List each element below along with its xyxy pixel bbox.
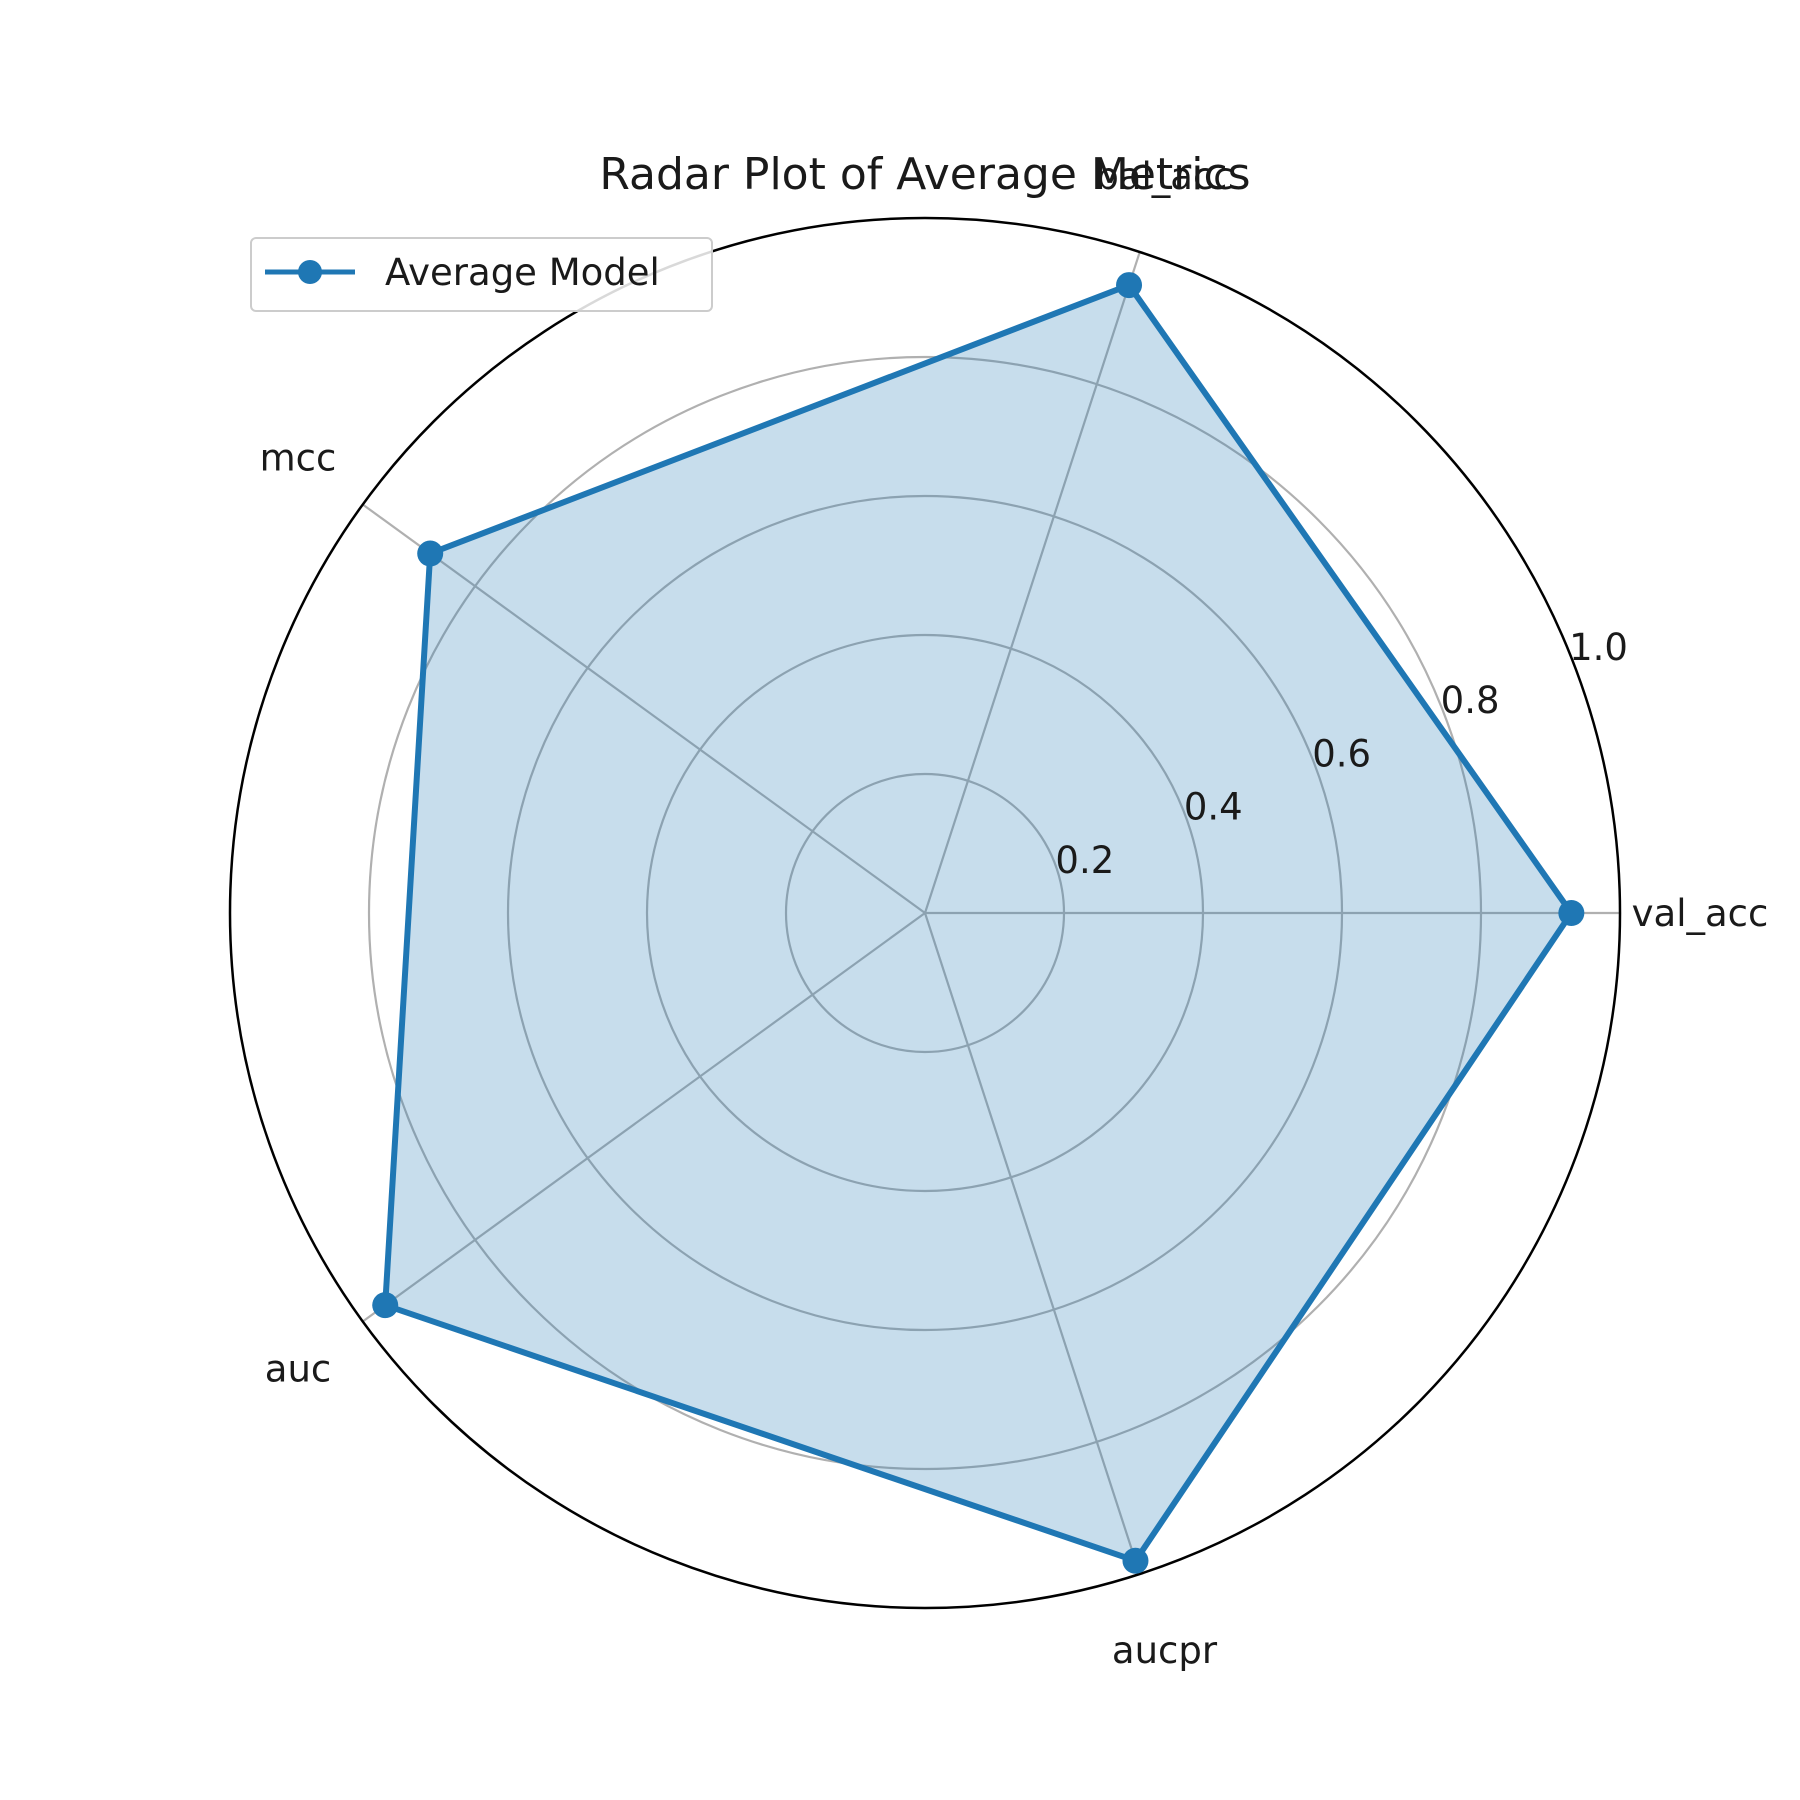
category-label-mcc: mcc <box>260 436 337 479</box>
r-tick-label-0: 0.2 <box>1055 839 1114 882</box>
polar-frame <box>228 216 1622 1610</box>
grid-spoke-bal_acc <box>923 251 1141 914</box>
category-label-val_acc: val_acc <box>1632 892 1769 935</box>
data-point-aucpr <box>1122 1547 1149 1574</box>
category-label-bal_acc: bal_acc <box>1095 155 1233 198</box>
legend-frame <box>250 237 713 312</box>
legend-label: Average Model <box>385 251 660 294</box>
series-area-0 <box>385 285 1572 1561</box>
tick-label-layer: 0.2 0.4 0.6 0.8 1.0 <box>1055 626 1628 882</box>
grid-spoke-mcc <box>362 503 926 914</box>
grid-spoke-auc <box>362 912 926 1323</box>
data-point-bal_acc <box>1116 272 1143 299</box>
category-label-aucpr: aucpr <box>1112 1629 1218 1672</box>
grid-layer <box>228 216 1622 1610</box>
r-tick-label-3: 0.8 <box>1441 679 1500 722</box>
grid-spoke-aucpr <box>923 912 1141 1575</box>
data-point-auc <box>372 1292 399 1319</box>
series-line-0 <box>382 281 1575 1565</box>
r-tick-label-2: 0.6 <box>1312 732 1371 775</box>
r-tick-label-4: 1.0 <box>1569 626 1628 669</box>
legend-point-marker <box>298 260 322 284</box>
legend: Average Model <box>250 237 713 312</box>
data-point-mcc <box>417 540 444 567</box>
series-layer <box>372 272 1585 1574</box>
r-tick-label-1: 0.4 <box>1184 786 1243 829</box>
category-label-auc: auc <box>265 1348 331 1391</box>
chart-title: Radar Plot of Average Metrics <box>599 149 1250 200</box>
data-point-val_acc <box>1558 900 1585 926</box>
